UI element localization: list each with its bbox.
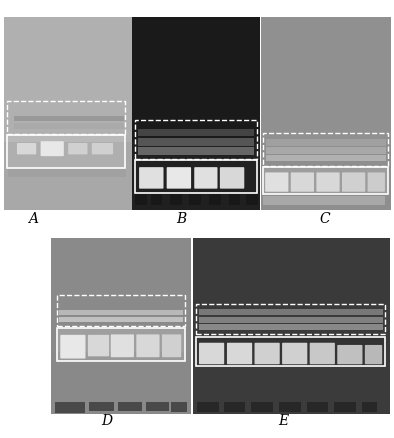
FancyBboxPatch shape bbox=[291, 173, 314, 192]
Bar bbox=[7, 136, 125, 169]
FancyBboxPatch shape bbox=[118, 402, 142, 411]
FancyBboxPatch shape bbox=[224, 402, 245, 412]
FancyBboxPatch shape bbox=[220, 168, 244, 189]
FancyBboxPatch shape bbox=[342, 173, 365, 192]
FancyBboxPatch shape bbox=[60, 335, 85, 359]
Bar bbox=[51, 353, 191, 414]
Bar bbox=[261, 143, 391, 210]
Bar bbox=[7, 102, 125, 135]
FancyBboxPatch shape bbox=[139, 168, 164, 189]
FancyBboxPatch shape bbox=[365, 345, 382, 364]
FancyBboxPatch shape bbox=[246, 195, 258, 206]
Bar bbox=[263, 134, 388, 166]
FancyBboxPatch shape bbox=[209, 195, 221, 206]
FancyBboxPatch shape bbox=[368, 173, 385, 192]
FancyBboxPatch shape bbox=[197, 402, 219, 412]
FancyBboxPatch shape bbox=[251, 402, 273, 412]
FancyBboxPatch shape bbox=[162, 335, 181, 357]
FancyBboxPatch shape bbox=[266, 148, 386, 154]
FancyBboxPatch shape bbox=[337, 345, 362, 364]
FancyBboxPatch shape bbox=[132, 18, 260, 210]
FancyBboxPatch shape bbox=[59, 310, 183, 315]
FancyBboxPatch shape bbox=[196, 337, 385, 367]
FancyBboxPatch shape bbox=[41, 142, 64, 157]
FancyBboxPatch shape bbox=[307, 402, 328, 412]
FancyBboxPatch shape bbox=[316, 173, 340, 192]
FancyBboxPatch shape bbox=[135, 161, 257, 194]
FancyBboxPatch shape bbox=[59, 317, 183, 322]
FancyBboxPatch shape bbox=[111, 335, 134, 357]
FancyBboxPatch shape bbox=[135, 195, 147, 206]
FancyBboxPatch shape bbox=[136, 335, 160, 357]
FancyBboxPatch shape bbox=[138, 129, 254, 137]
Bar bbox=[196, 304, 385, 334]
FancyBboxPatch shape bbox=[7, 136, 125, 169]
FancyBboxPatch shape bbox=[89, 402, 114, 411]
FancyBboxPatch shape bbox=[229, 195, 240, 206]
FancyBboxPatch shape bbox=[266, 156, 386, 162]
FancyBboxPatch shape bbox=[193, 239, 390, 414]
FancyBboxPatch shape bbox=[138, 148, 254, 155]
FancyBboxPatch shape bbox=[263, 196, 385, 206]
FancyBboxPatch shape bbox=[282, 343, 307, 364]
FancyBboxPatch shape bbox=[146, 402, 169, 411]
Bar bbox=[193, 353, 390, 414]
FancyBboxPatch shape bbox=[14, 117, 124, 122]
FancyBboxPatch shape bbox=[17, 144, 36, 155]
FancyBboxPatch shape bbox=[266, 140, 386, 146]
FancyBboxPatch shape bbox=[57, 328, 185, 361]
FancyBboxPatch shape bbox=[199, 310, 383, 315]
FancyBboxPatch shape bbox=[171, 402, 187, 412]
FancyBboxPatch shape bbox=[199, 317, 383, 323]
Bar bbox=[263, 168, 388, 195]
FancyBboxPatch shape bbox=[68, 144, 87, 155]
FancyBboxPatch shape bbox=[4, 18, 132, 210]
FancyBboxPatch shape bbox=[14, 124, 124, 130]
Bar bbox=[132, 143, 260, 210]
FancyBboxPatch shape bbox=[199, 325, 383, 330]
Text: B: B bbox=[176, 212, 186, 226]
FancyBboxPatch shape bbox=[189, 195, 201, 206]
FancyBboxPatch shape bbox=[92, 144, 113, 155]
FancyBboxPatch shape bbox=[51, 239, 191, 414]
FancyBboxPatch shape bbox=[310, 343, 335, 364]
FancyBboxPatch shape bbox=[138, 138, 254, 146]
Text: A: A bbox=[28, 212, 39, 226]
FancyBboxPatch shape bbox=[261, 18, 391, 210]
FancyBboxPatch shape bbox=[255, 343, 280, 364]
FancyBboxPatch shape bbox=[263, 168, 388, 195]
Bar bbox=[4, 143, 132, 210]
FancyBboxPatch shape bbox=[279, 402, 301, 412]
FancyBboxPatch shape bbox=[265, 173, 288, 192]
Bar bbox=[135, 120, 257, 160]
FancyBboxPatch shape bbox=[334, 402, 356, 412]
Bar bbox=[57, 296, 185, 326]
Bar bbox=[196, 337, 385, 367]
FancyBboxPatch shape bbox=[8, 169, 126, 177]
FancyBboxPatch shape bbox=[362, 402, 377, 412]
Text: E: E bbox=[279, 413, 289, 427]
Text: D: D bbox=[101, 413, 112, 427]
FancyBboxPatch shape bbox=[194, 168, 217, 189]
Bar bbox=[57, 328, 185, 361]
FancyBboxPatch shape bbox=[170, 195, 182, 206]
Text: C: C bbox=[320, 212, 330, 226]
FancyBboxPatch shape bbox=[199, 343, 224, 364]
FancyBboxPatch shape bbox=[151, 195, 162, 206]
FancyBboxPatch shape bbox=[55, 402, 85, 413]
FancyBboxPatch shape bbox=[167, 168, 191, 189]
FancyBboxPatch shape bbox=[88, 335, 109, 357]
Bar bbox=[135, 161, 257, 194]
FancyBboxPatch shape bbox=[227, 343, 252, 364]
